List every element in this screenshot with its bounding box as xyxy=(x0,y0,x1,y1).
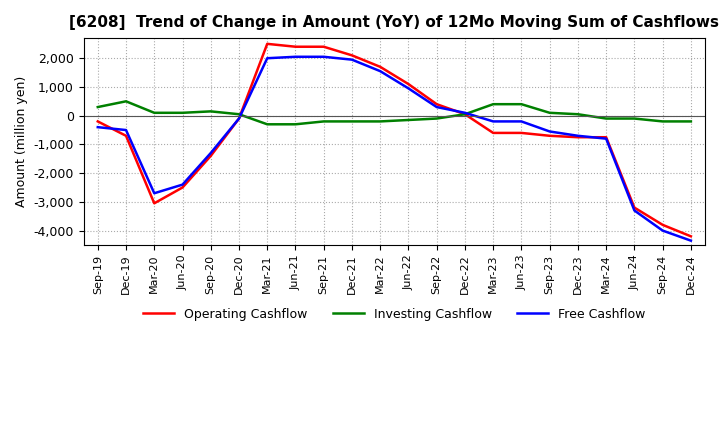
Investing Cashflow xyxy=(517,102,526,107)
Operating Cashflow xyxy=(235,116,243,121)
Operating Cashflow xyxy=(489,130,498,136)
Operating Cashflow xyxy=(630,205,639,210)
Free Cashflow xyxy=(376,69,384,74)
Investing Cashflow xyxy=(150,110,158,115)
Free Cashflow xyxy=(517,119,526,124)
Operating Cashflow xyxy=(320,44,328,49)
Title: [6208]  Trend of Change in Amount (YoY) of 12Mo Moving Sum of Cashflows: [6208] Trend of Change in Amount (YoY) o… xyxy=(69,15,719,30)
Investing Cashflow xyxy=(404,117,413,123)
Investing Cashflow xyxy=(687,119,696,124)
Free Cashflow xyxy=(94,125,102,130)
Operating Cashflow xyxy=(150,201,158,206)
Operating Cashflow xyxy=(433,102,441,107)
Investing Cashflow xyxy=(461,112,469,117)
Operating Cashflow xyxy=(122,133,130,139)
Investing Cashflow xyxy=(489,102,498,107)
Line: Free Cashflow: Free Cashflow xyxy=(98,57,691,241)
Operating Cashflow xyxy=(545,133,554,139)
Free Cashflow xyxy=(489,119,498,124)
Free Cashflow xyxy=(348,57,356,62)
Operating Cashflow xyxy=(461,112,469,117)
Free Cashflow xyxy=(658,228,667,233)
Investing Cashflow xyxy=(545,110,554,115)
Free Cashflow xyxy=(207,150,215,156)
Investing Cashflow xyxy=(376,119,384,124)
Operating Cashflow xyxy=(207,153,215,158)
Free Cashflow xyxy=(320,54,328,59)
Free Cashflow xyxy=(630,208,639,213)
Operating Cashflow xyxy=(291,44,300,49)
Investing Cashflow xyxy=(630,116,639,121)
Operating Cashflow xyxy=(687,234,696,239)
Free Cashflow xyxy=(687,238,696,243)
Investing Cashflow xyxy=(658,119,667,124)
Y-axis label: Amount (million yen): Amount (million yen) xyxy=(15,76,28,207)
Operating Cashflow xyxy=(658,222,667,227)
Investing Cashflow xyxy=(602,116,611,121)
Operating Cashflow xyxy=(602,135,611,140)
Operating Cashflow xyxy=(94,119,102,124)
Free Cashflow xyxy=(433,104,441,110)
Operating Cashflow xyxy=(178,185,186,190)
Legend: Operating Cashflow, Investing Cashflow, Free Cashflow: Operating Cashflow, Investing Cashflow, … xyxy=(138,303,651,326)
Free Cashflow xyxy=(122,128,130,133)
Investing Cashflow xyxy=(122,99,130,104)
Operating Cashflow xyxy=(376,64,384,70)
Investing Cashflow xyxy=(433,116,441,121)
Operating Cashflow xyxy=(263,41,271,47)
Free Cashflow xyxy=(545,129,554,134)
Operating Cashflow xyxy=(348,53,356,58)
Free Cashflow xyxy=(574,133,582,139)
Investing Cashflow xyxy=(320,119,328,124)
Free Cashflow xyxy=(404,86,413,91)
Investing Cashflow xyxy=(235,112,243,117)
Investing Cashflow xyxy=(291,121,300,127)
Free Cashflow xyxy=(461,110,469,115)
Investing Cashflow xyxy=(574,112,582,117)
Operating Cashflow xyxy=(574,135,582,140)
Operating Cashflow xyxy=(517,130,526,136)
Free Cashflow xyxy=(235,116,243,121)
Operating Cashflow xyxy=(404,81,413,87)
Line: Operating Cashflow: Operating Cashflow xyxy=(98,44,691,236)
Investing Cashflow xyxy=(207,109,215,114)
Line: Investing Cashflow: Investing Cashflow xyxy=(98,101,691,124)
Free Cashflow xyxy=(178,182,186,187)
Investing Cashflow xyxy=(178,110,186,115)
Investing Cashflow xyxy=(263,121,271,127)
Investing Cashflow xyxy=(348,119,356,124)
Free Cashflow xyxy=(263,55,271,61)
Free Cashflow xyxy=(291,54,300,59)
Investing Cashflow xyxy=(94,104,102,110)
Free Cashflow xyxy=(602,136,611,141)
Free Cashflow xyxy=(150,191,158,196)
